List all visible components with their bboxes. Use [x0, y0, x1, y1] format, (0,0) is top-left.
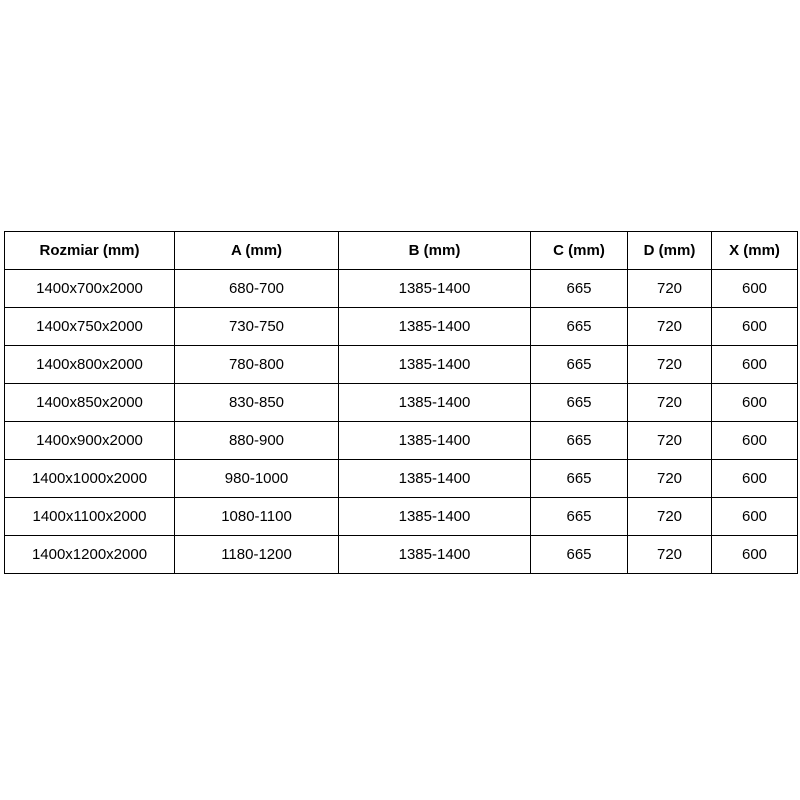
table-cell: 720 — [627, 383, 712, 422]
table-cell: 1180-1200 — [174, 535, 339, 574]
table-cell: 1400x1100x2000 — [4, 497, 175, 536]
table-cell: 1400x850x2000 — [4, 383, 175, 422]
table-cell: 880-900 — [174, 421, 339, 460]
table-cell: 600 — [711, 269, 798, 308]
table-row: 1400x800x2000 780-800 1385-1400 665 720 600 — [4, 345, 798, 384]
column-header: Rozmiar (mm) — [4, 231, 175, 270]
header-row: Rozmiar (mm) A (mm) B (mm) C (mm) D (mm) X (m… — [4, 231, 798, 270]
table-cell: 980-1000 — [174, 459, 339, 498]
table-cell: 1400x800x2000 — [4, 345, 175, 384]
table-cell: 720 — [627, 269, 712, 308]
table-cell: 1385-1400 — [338, 459, 531, 498]
table-row: 1400x850x2000 830-850 1385-1400 665 720 600 — [4, 383, 798, 422]
table-row: 1400x900x2000 880-900 1385-1400 665 720 600 — [4, 421, 798, 460]
table-cell: 1400x750x2000 — [4, 307, 175, 346]
table-cell: 600 — [711, 459, 798, 498]
table-row: 1400x1100x2000 1080-1100 1385-1400 665 720 60… — [4, 497, 798, 536]
table-cell: 1385-1400 — [338, 497, 531, 536]
table-cell: 600 — [711, 307, 798, 346]
table-cell: 1400x1000x2000 — [4, 459, 175, 498]
table-cell: 1385-1400 — [338, 269, 531, 308]
table-cell: 1400x700x2000 — [4, 269, 175, 308]
table-row: 1400x1000x2000 980-1000 1385-1400 665 720 600 — [4, 459, 798, 498]
table-cell: 600 — [711, 383, 798, 422]
table-cell: 665 — [530, 307, 628, 346]
table-cell: 600 — [711, 497, 798, 536]
table-cell: 665 — [530, 383, 628, 422]
table-row: 1400x1200x2000 1180-1200 1385-1400 665 720 60… — [4, 535, 798, 574]
table-cell: 720 — [627, 535, 712, 574]
dimensions-table: Rozmiar (mm) A (mm) B (mm) C (mm) D (mm) X (m… — [4, 231, 798, 574]
table-cell: 665 — [530, 269, 628, 308]
table-cell: 600 — [711, 345, 798, 384]
table-cell: 1400x1200x2000 — [4, 535, 175, 574]
table-cell: 1385-1400 — [338, 421, 531, 460]
table-cell: 720 — [627, 497, 712, 536]
table-row: 1400x700x2000 680-700 1385-1400 665 720 600 — [4, 269, 798, 308]
table-cell: 720 — [627, 459, 712, 498]
table-cell: 665 — [530, 421, 628, 460]
table-cell: 1400x900x2000 — [4, 421, 175, 460]
column-header: X (mm) — [711, 231, 798, 270]
column-header: C (mm) — [530, 231, 628, 270]
table-cell: 665 — [530, 497, 628, 536]
table-cell: 665 — [530, 459, 628, 498]
table-cell: 600 — [711, 535, 798, 574]
table-cell: 600 — [711, 421, 798, 460]
table-cell: 720 — [627, 421, 712, 460]
table-cell: 1385-1400 — [338, 383, 531, 422]
table-cell: 780-800 — [174, 345, 339, 384]
table-cell: 720 — [627, 307, 712, 346]
table-cell: 830-850 — [174, 383, 339, 422]
table-cell: 720 — [627, 345, 712, 384]
table-cell: 1385-1400 — [338, 307, 531, 346]
column-header: B (mm) — [338, 231, 531, 270]
table-cell: 1385-1400 — [338, 535, 531, 574]
table-row: 1400x750x2000 730-750 1385-1400 665 720 600 — [4, 307, 798, 346]
table-cell: 1385-1400 — [338, 345, 531, 384]
table-cell: 730-750 — [174, 307, 339, 346]
table-cell: 1080-1100 — [174, 497, 339, 536]
table-cell: 680-700 — [174, 269, 339, 308]
table-cell: 665 — [530, 345, 628, 384]
table-cell: 665 — [530, 535, 628, 574]
column-header: A (mm) — [174, 231, 339, 270]
column-header: D (mm) — [627, 231, 712, 270]
